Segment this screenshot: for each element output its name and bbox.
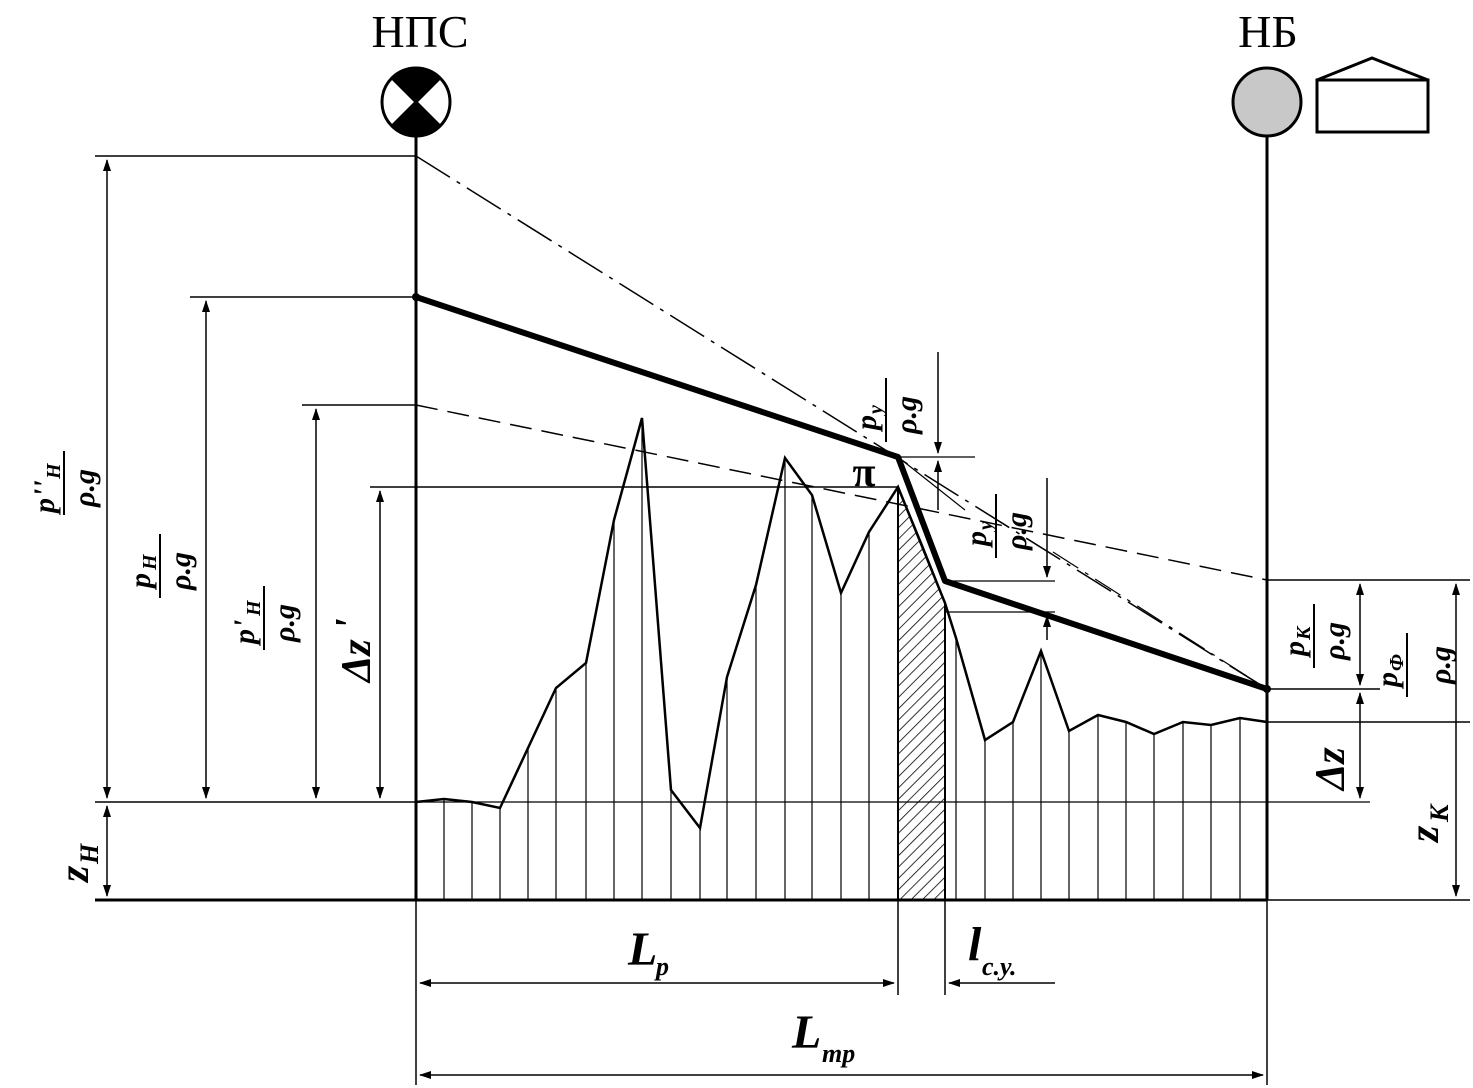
svg-text:': ' <box>328 618 374 630</box>
pass-point-label: π <box>852 450 875 496</box>
tank-farm-title: НБ <box>1238 6 1298 57</box>
svg-text:Н: Н <box>243 599 265 617</box>
svg-text:Н: Н <box>139 553 161 571</box>
label-pk: p К ρ.g <box>1278 604 1351 668</box>
hydraulic-gradient-line <box>415 294 1268 692</box>
label-pn: p Н ρ.g <box>124 534 197 598</box>
svg-text:z: z <box>1402 825 1448 844</box>
label-py-top: p у ρ.g <box>850 378 923 442</box>
label-lsu: l с.у. <box>968 918 1016 981</box>
svg-text:р: р <box>654 952 669 981</box>
svg-text:p: p <box>124 573 157 591</box>
svg-text:p: p <box>28 498 61 516</box>
svg-text:p: p <box>1278 641 1311 659</box>
svg-text:ρ.g: ρ.g <box>68 469 101 508</box>
label-zk: z К <box>1402 803 1454 844</box>
svg-text:с.у.: с.у. <box>982 952 1016 981</box>
svg-text:p: p <box>850 415 883 433</box>
label-py-mid: p у ρ.g <box>960 494 1033 558</box>
svg-text:p: p <box>1371 672 1404 690</box>
svg-text:': ' <box>228 620 261 628</box>
label-dz: Δz <box>1308 747 1354 792</box>
svg-text:Н: Н <box>43 462 65 480</box>
svg-text:'': '' <box>28 480 61 497</box>
pump-station-icon <box>380 66 452 138</box>
tank-icon <box>1231 66 1303 138</box>
svg-text:ρ.g: ρ.g <box>1318 622 1351 661</box>
label-pn2: p '' Н ρ.g <box>28 451 101 516</box>
label-ltr: L тр <box>791 1006 855 1068</box>
svg-text:Ф: Ф <box>1386 654 1408 671</box>
svg-text:p: p <box>228 629 261 647</box>
building-icon <box>1315 56 1430 134</box>
svg-text:z: z <box>52 865 98 884</box>
svg-text:ρ.g: ρ.g <box>164 552 197 591</box>
label-dz1: Δz ' <box>328 618 380 684</box>
svg-text:ρ.g: ρ.g <box>890 396 923 435</box>
svg-text:L: L <box>791 1006 821 1059</box>
svg-text:К: К <box>1425 803 1454 823</box>
svg-text:ρ.g: ρ.g <box>268 604 301 643</box>
svg-text:тр: тр <box>822 1039 855 1068</box>
label-lp: L р <box>627 923 669 981</box>
label-zn: z Н <box>52 843 104 884</box>
svg-text:Н: Н <box>75 843 104 865</box>
svg-text:К: К <box>1293 625 1315 641</box>
svg-text:у: у <box>865 405 887 416</box>
pump-station-title: НПС <box>371 6 468 57</box>
max-head-line <box>415 155 1268 690</box>
svg-text:ρ.g: ρ.g <box>1424 646 1457 685</box>
svg-text:ρ.g: ρ.g <box>1000 512 1033 551</box>
terrain-profile <box>415 417 1268 832</box>
label-pn1: p ' Н ρ.g <box>228 586 301 650</box>
svg-text:у: у <box>975 521 997 532</box>
pass-diagonal <box>897 456 966 511</box>
reduced-head-line <box>415 404 1268 581</box>
svg-text:p: p <box>960 531 993 549</box>
svg-text:L: L <box>627 923 657 976</box>
svg-text:Δz: Δz <box>334 639 380 684</box>
label-pf: p Ф <box>1371 633 1408 697</box>
svg-text:Δz: Δz <box>1308 747 1354 792</box>
self-flow-section-hatch <box>897 486 946 901</box>
aux-dashdot-line <box>1052 551 1268 690</box>
label-pg: ρ.g <box>1424 646 1457 685</box>
svg-text:l: l <box>968 918 982 971</box>
profile-vertical-hatching <box>443 418 1241 900</box>
